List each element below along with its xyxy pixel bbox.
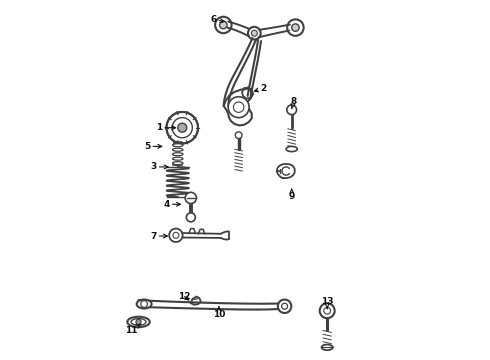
Circle shape bbox=[287, 19, 304, 36]
Circle shape bbox=[248, 27, 261, 40]
Text: 13: 13 bbox=[321, 297, 333, 309]
Circle shape bbox=[167, 112, 198, 143]
Circle shape bbox=[185, 192, 196, 203]
Circle shape bbox=[172, 118, 193, 138]
Circle shape bbox=[235, 132, 242, 139]
Circle shape bbox=[233, 102, 244, 112]
Ellipse shape bbox=[172, 144, 183, 147]
Ellipse shape bbox=[137, 300, 151, 309]
Circle shape bbox=[178, 123, 187, 132]
Circle shape bbox=[136, 319, 141, 325]
Text: 3: 3 bbox=[150, 162, 168, 171]
Ellipse shape bbox=[172, 157, 183, 160]
Circle shape bbox=[169, 229, 183, 242]
Ellipse shape bbox=[286, 147, 297, 152]
Circle shape bbox=[324, 307, 331, 314]
Text: 7: 7 bbox=[150, 231, 168, 240]
Text: 8: 8 bbox=[291, 97, 296, 109]
Circle shape bbox=[220, 21, 227, 29]
Circle shape bbox=[278, 300, 292, 313]
Text: 11: 11 bbox=[125, 324, 140, 335]
Ellipse shape bbox=[172, 162, 183, 165]
Circle shape bbox=[228, 97, 249, 118]
Circle shape bbox=[173, 232, 179, 238]
Text: 9: 9 bbox=[289, 189, 295, 201]
Circle shape bbox=[292, 24, 299, 31]
Ellipse shape bbox=[131, 319, 146, 325]
Circle shape bbox=[186, 213, 196, 222]
Circle shape bbox=[319, 303, 335, 318]
Ellipse shape bbox=[321, 345, 333, 350]
Circle shape bbox=[251, 30, 257, 36]
Ellipse shape bbox=[172, 148, 183, 151]
Ellipse shape bbox=[127, 317, 150, 327]
Text: 5: 5 bbox=[144, 142, 162, 151]
Circle shape bbox=[287, 105, 296, 114]
Text: 6: 6 bbox=[210, 15, 224, 24]
Circle shape bbox=[141, 301, 147, 307]
Text: 4: 4 bbox=[163, 200, 180, 209]
Text: 10: 10 bbox=[213, 307, 225, 319]
Circle shape bbox=[215, 17, 232, 33]
Text: 2: 2 bbox=[254, 84, 267, 93]
Text: 1: 1 bbox=[156, 123, 175, 132]
Ellipse shape bbox=[172, 153, 183, 156]
Text: 12: 12 bbox=[178, 292, 191, 301]
Circle shape bbox=[282, 303, 288, 309]
